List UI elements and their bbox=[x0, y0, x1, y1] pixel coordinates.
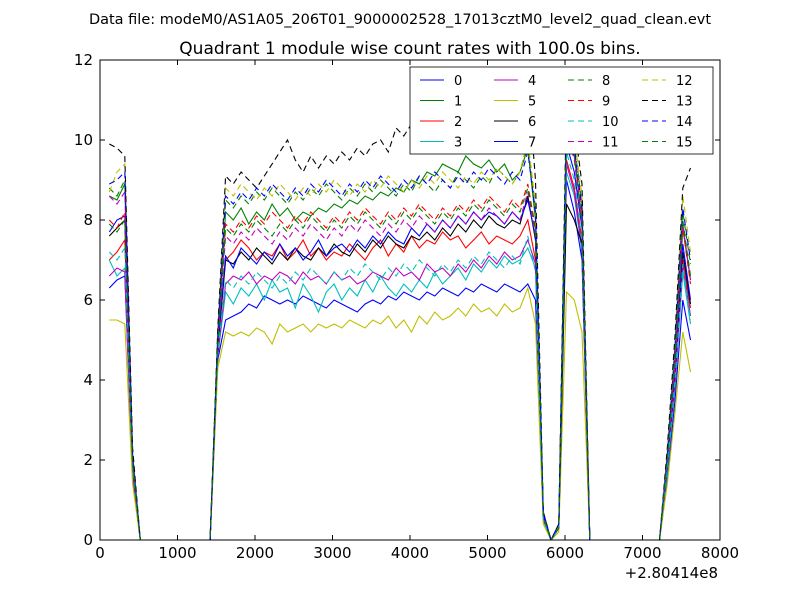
x-offset-label: +2.80414e8 bbox=[625, 564, 718, 582]
legend-label-7: 7 bbox=[528, 136, 536, 151]
legend-label-0: 0 bbox=[454, 74, 462, 89]
series-line-15 bbox=[108, 127, 692, 540]
y-tick-label: 8 bbox=[83, 211, 93, 229]
legend-label-8: 8 bbox=[602, 74, 610, 89]
legend-label-3: 3 bbox=[454, 136, 462, 151]
y-tick-label: 12 bbox=[74, 51, 93, 69]
legend-label-6: 6 bbox=[528, 115, 536, 130]
legend-label-2: 2 bbox=[454, 115, 462, 130]
series-line-12 bbox=[108, 103, 692, 540]
legend-label-12: 12 bbox=[676, 74, 693, 89]
x-axis-ticks: 0 1000 2000 3000 4000 5000 6000 7000 8000 bbox=[95, 60, 739, 562]
legend-label-5: 5 bbox=[528, 95, 536, 110]
legend-label-9: 9 bbox=[602, 95, 610, 110]
y-tick-label: 2 bbox=[83, 451, 93, 469]
legend-box bbox=[409, 66, 714, 155]
y-tick-label: 0 bbox=[83, 531, 93, 549]
x-tick-label: 3000 bbox=[313, 544, 351, 562]
x-tick-label: 1000 bbox=[158, 544, 196, 562]
y-tick-label: 4 bbox=[83, 371, 93, 389]
x-tick-label: 6000 bbox=[546, 544, 584, 562]
series-line-5 bbox=[109, 286, 692, 540]
legend-label-14: 14 bbox=[676, 115, 693, 130]
suptitle: Data file: modeM0/AS1A05_206T01_90000025… bbox=[89, 12, 711, 28]
series-line-14 bbox=[109, 115, 692, 540]
x-tick-label: 2000 bbox=[236, 544, 274, 562]
chart-title: Quadrant 1 module wise count rates with … bbox=[179, 39, 640, 59]
series-line-13 bbox=[109, 79, 692, 540]
legend-label-15: 15 bbox=[676, 136, 693, 151]
y-tick-label: 10 bbox=[74, 131, 93, 149]
x-tick-label: 7000 bbox=[623, 544, 661, 562]
legend-label-1: 1 bbox=[454, 95, 462, 110]
plot-lines bbox=[108, 79, 692, 540]
x-tick-label: 5000 bbox=[468, 544, 506, 562]
x-tick-label: 0 bbox=[95, 544, 105, 562]
x-tick-label: 4000 bbox=[391, 544, 429, 562]
x-tick-label: 8000 bbox=[701, 544, 739, 562]
legend-label-11: 11 bbox=[602, 136, 619, 151]
y-tick-label: 6 bbox=[83, 291, 93, 309]
legend-label-4: 4 bbox=[528, 74, 536, 89]
legend-label-10: 10 bbox=[602, 115, 619, 130]
legend-label-13: 13 bbox=[676, 95, 693, 110]
